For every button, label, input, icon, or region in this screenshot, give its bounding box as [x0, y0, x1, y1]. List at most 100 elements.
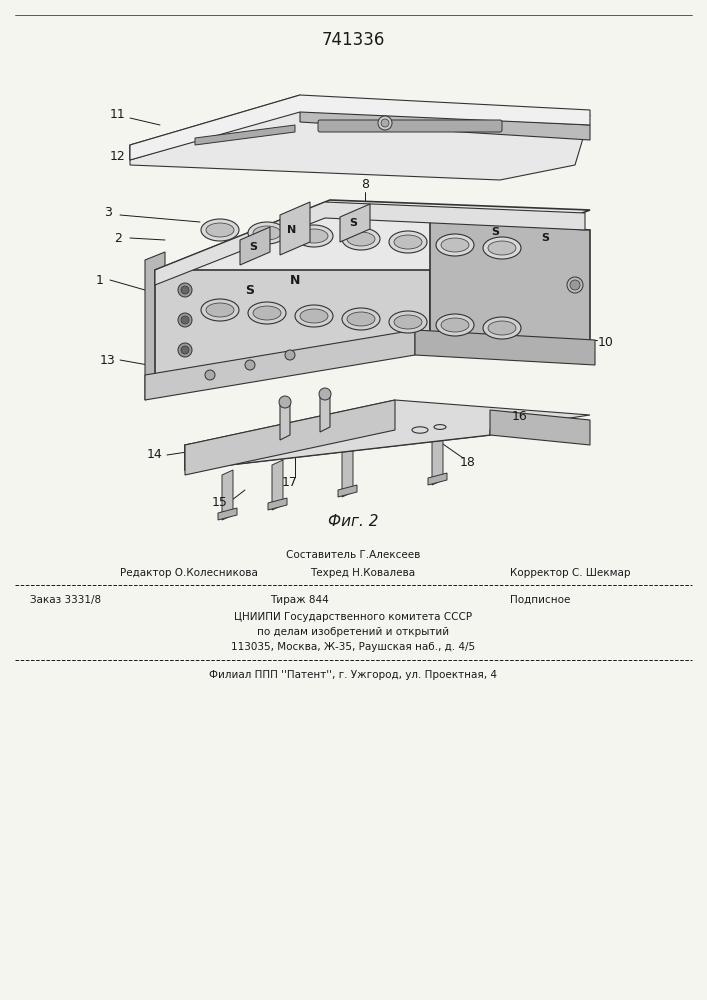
Text: Корректор С. Шекмар: Корректор С. Шекмар: [510, 568, 631, 578]
Ellipse shape: [295, 225, 333, 247]
Ellipse shape: [206, 303, 234, 317]
Ellipse shape: [253, 226, 281, 240]
Polygon shape: [185, 400, 395, 475]
Text: Заказ 3331/8: Заказ 3331/8: [30, 595, 101, 605]
Ellipse shape: [342, 228, 380, 250]
Text: 3: 3: [104, 206, 112, 219]
Text: 8: 8: [361, 178, 369, 192]
Polygon shape: [185, 410, 490, 470]
Polygon shape: [268, 498, 287, 510]
Polygon shape: [280, 400, 290, 440]
Circle shape: [205, 370, 215, 380]
Ellipse shape: [300, 309, 328, 323]
Polygon shape: [428, 473, 447, 485]
Circle shape: [285, 350, 295, 360]
Circle shape: [181, 286, 189, 294]
Polygon shape: [340, 204, 370, 242]
Text: N: N: [290, 273, 300, 286]
Polygon shape: [218, 508, 237, 520]
Text: 741336: 741336: [321, 31, 385, 49]
Ellipse shape: [206, 223, 234, 237]
Text: 18: 18: [460, 456, 476, 470]
Ellipse shape: [436, 234, 474, 256]
Polygon shape: [130, 95, 300, 160]
Circle shape: [378, 116, 392, 130]
Text: Составитель Г.Алексеев: Составитель Г.Алексеев: [286, 550, 420, 560]
Polygon shape: [272, 460, 283, 510]
Text: Редактор О.Колесникова: Редактор О.Колесникова: [120, 568, 258, 578]
Ellipse shape: [483, 237, 521, 259]
Text: 2: 2: [114, 232, 122, 244]
Circle shape: [570, 280, 580, 290]
Text: 13: 13: [100, 354, 116, 366]
Text: Тираж 844: Тираж 844: [270, 595, 329, 605]
Text: S: S: [349, 218, 357, 228]
Ellipse shape: [394, 315, 422, 329]
Polygon shape: [280, 202, 310, 255]
Ellipse shape: [488, 321, 516, 335]
Circle shape: [319, 388, 331, 400]
Polygon shape: [145, 330, 415, 400]
Ellipse shape: [201, 299, 239, 321]
Text: 16: 16: [512, 410, 528, 424]
Circle shape: [181, 346, 189, 354]
Text: 10: 10: [598, 336, 614, 349]
Polygon shape: [130, 95, 590, 160]
Polygon shape: [185, 400, 590, 470]
Ellipse shape: [394, 235, 422, 249]
Text: Подписное: Подписное: [510, 595, 571, 605]
Text: N: N: [287, 225, 297, 235]
Ellipse shape: [248, 222, 286, 244]
Circle shape: [245, 360, 255, 370]
Text: S: S: [249, 242, 257, 252]
Ellipse shape: [295, 305, 333, 327]
Text: 14: 14: [147, 448, 163, 462]
Ellipse shape: [389, 311, 427, 333]
Polygon shape: [240, 227, 270, 265]
Polygon shape: [342, 447, 353, 497]
Text: 12: 12: [110, 150, 126, 163]
Polygon shape: [432, 435, 443, 485]
Circle shape: [279, 396, 291, 408]
Ellipse shape: [347, 232, 375, 246]
Polygon shape: [145, 252, 165, 400]
Ellipse shape: [441, 318, 469, 332]
Text: Филиал ППП ''Патент'', г. Ужгород, ул. Проектная, 4: Филиал ППП ''Патент'', г. Ужгород, ул. П…: [209, 670, 497, 680]
Text: 11: 11: [110, 107, 126, 120]
Ellipse shape: [389, 231, 427, 253]
Ellipse shape: [488, 241, 516, 255]
Text: S: S: [245, 284, 255, 296]
Ellipse shape: [342, 308, 380, 330]
Polygon shape: [415, 330, 595, 365]
Polygon shape: [430, 220, 590, 355]
Text: 17: 17: [282, 476, 298, 488]
Polygon shape: [130, 100, 590, 180]
Text: S: S: [541, 233, 549, 243]
Polygon shape: [222, 470, 233, 520]
Polygon shape: [195, 125, 295, 145]
Ellipse shape: [441, 238, 469, 252]
Text: Фиг. 2: Фиг. 2: [328, 514, 378, 530]
Ellipse shape: [201, 219, 239, 241]
FancyBboxPatch shape: [318, 120, 502, 132]
Polygon shape: [490, 410, 590, 445]
Polygon shape: [155, 200, 590, 270]
Text: по делам изобретений и открытий: по делам изобретений и открытий: [257, 627, 449, 637]
Text: 1: 1: [96, 273, 104, 286]
Polygon shape: [155, 220, 430, 390]
Circle shape: [567, 277, 583, 293]
Circle shape: [178, 313, 192, 327]
Text: 113035, Москва, Ж-35, Раушская наб., д. 4/5: 113035, Москва, Ж-35, Раушская наб., д. …: [231, 642, 475, 652]
Ellipse shape: [483, 317, 521, 339]
Circle shape: [178, 343, 192, 357]
Polygon shape: [300, 110, 590, 140]
Text: 15: 15: [212, 496, 228, 510]
Text: ЦНИИПИ Государственного комитета СССР: ЦНИИПИ Государственного комитета СССР: [234, 612, 472, 622]
Circle shape: [381, 119, 389, 127]
Ellipse shape: [248, 302, 286, 324]
Ellipse shape: [253, 306, 281, 320]
Ellipse shape: [436, 314, 474, 336]
Polygon shape: [320, 392, 330, 432]
Text: S: S: [491, 227, 499, 237]
Ellipse shape: [347, 312, 375, 326]
